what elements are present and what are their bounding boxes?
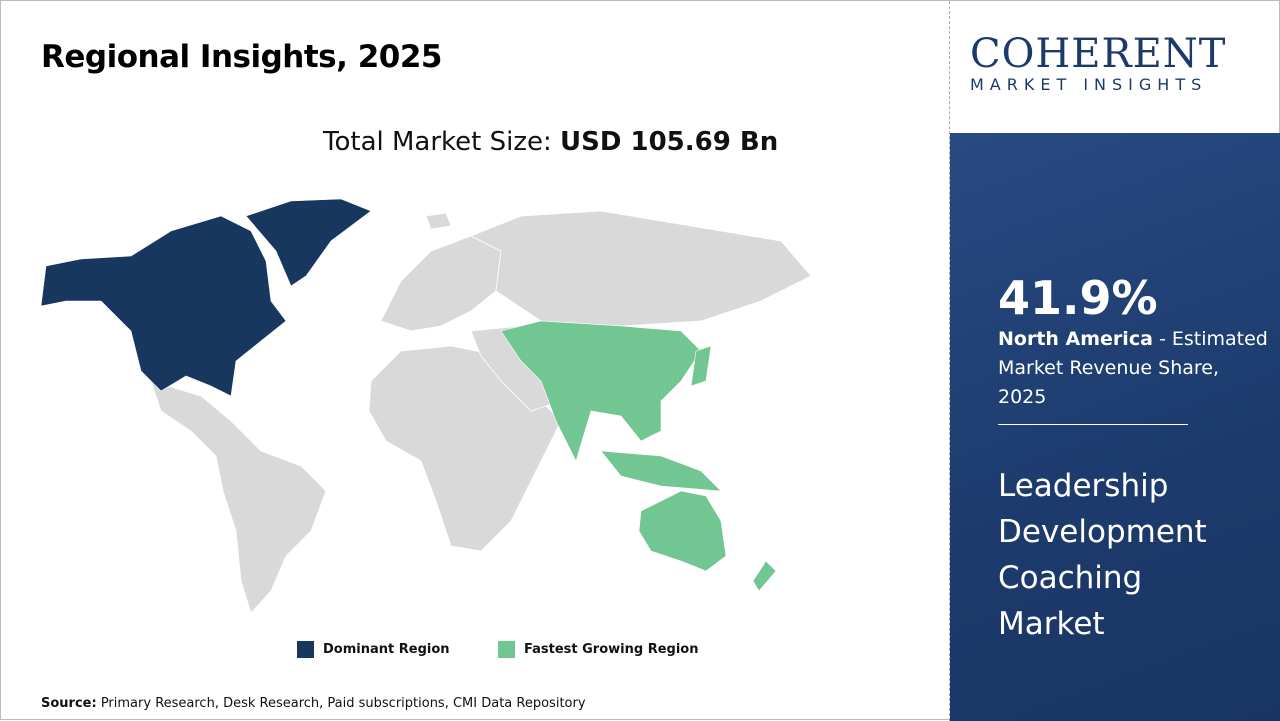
share-value: 41.9%	[998, 271, 1158, 325]
page-title: Regional Insights, 2025	[41, 39, 442, 75]
region-russia	[470, 210, 812, 327]
region-north-america	[40, 215, 287, 397]
legend-label: Fastest Growing Region	[524, 642, 699, 657]
logo-brand: COHERENT	[970, 31, 1227, 77]
legend-fastest: Fastest Growing Region	[498, 641, 698, 658]
legend-swatch-dominant	[297, 641, 314, 658]
side-panel: COHERENT MARKET INSIGHTS 41.9% North Ame…	[949, 1, 1280, 721]
company-logo: COHERENT MARKET INSIGHTS	[970, 31, 1262, 94]
world-map	[40, 198, 812, 614]
region-europe	[380, 235, 502, 332]
divider	[998, 424, 1188, 425]
market-name: Leadership Development Coaching Market	[998, 468, 1207, 642]
stat-panel: 41.9% North America - Estimated Market R…	[950, 133, 1280, 721]
legend-label: Dominant Region	[323, 642, 450, 657]
total-market-size: Total Market Size: USD 105.69 Bn	[323, 127, 779, 157]
region-japan	[690, 345, 712, 387]
region-greenland-island	[425, 212, 452, 230]
source-note: Source: Primary Research, Desk Research,…	[41, 696, 586, 711]
region-asia-pacific	[500, 320, 702, 462]
legend-dominant: Dominant Region	[297, 641, 450, 658]
region-latin-america	[150, 380, 327, 614]
region-australia	[638, 490, 727, 572]
region-africa	[368, 345, 562, 552]
region-southeast-asia	[600, 450, 722, 492]
region-greenland	[245, 198, 372, 287]
region-new-zealand	[752, 560, 777, 592]
share-description: North America - Estimated Market Revenue…	[998, 328, 1268, 408]
logo-tagline: MARKET INSIGHTS	[970, 75, 1208, 94]
legend-swatch-fastest	[498, 641, 515, 658]
